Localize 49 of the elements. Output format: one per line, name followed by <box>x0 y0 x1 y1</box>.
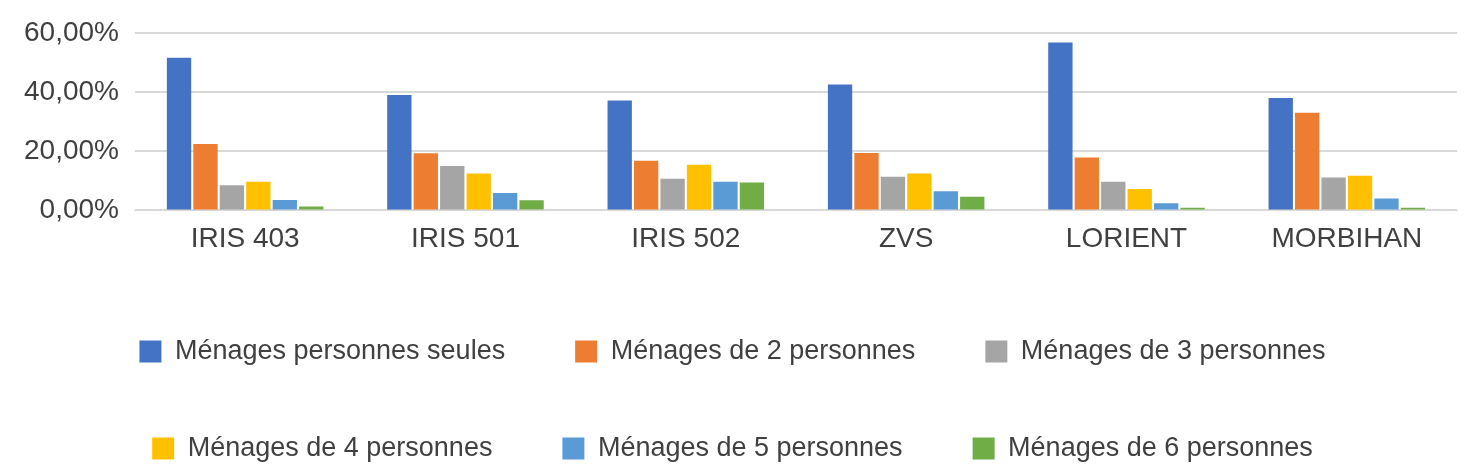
bar <box>246 181 271 210</box>
bar <box>907 173 932 210</box>
legend-label: Ménages personnes seules <box>174 334 506 365</box>
bar <box>272 200 297 210</box>
x-tick-label: IRIS 501 <box>411 221 520 253</box>
bar <box>1074 157 1099 210</box>
bar <box>739 182 765 210</box>
x-tick-label: MORBIHAN <box>1271 221 1423 253</box>
bar <box>1295 112 1320 210</box>
legend-label: Ménages de 5 personnes <box>597 431 903 462</box>
bar <box>1101 181 1126 210</box>
legend-label: Ménages de 4 personnes <box>187 431 493 462</box>
bar <box>854 152 879 210</box>
bar <box>960 196 985 210</box>
bar <box>1048 42 1073 210</box>
bar <box>219 185 245 210</box>
x-tick-label: IRIS 502 <box>631 221 741 253</box>
bar <box>519 200 544 210</box>
bar <box>413 153 438 210</box>
y-tick-label: 60,00% <box>24 15 119 47</box>
bar <box>933 191 958 210</box>
bar <box>880 176 906 210</box>
y-tick-label: 0,00% <box>39 193 119 225</box>
x-tick-label: ZVS <box>878 221 934 253</box>
bar <box>1127 189 1152 210</box>
x-tick-label: LORIENT <box>1065 221 1188 253</box>
bar <box>193 144 218 210</box>
bar <box>1374 198 1399 210</box>
bar <box>1268 97 1293 210</box>
bar <box>713 181 738 210</box>
bar <box>1321 177 1346 210</box>
bar <box>633 160 659 210</box>
bar <box>1347 175 1373 210</box>
bar <box>387 94 412 210</box>
legend-label: Ménages de 6 personnes <box>1008 431 1313 462</box>
y-tick-label: 20,00% <box>24 133 119 165</box>
bar <box>827 84 853 210</box>
bar <box>492 192 518 210</box>
legend-label: Ménages de 2 personnes <box>610 334 916 365</box>
bar <box>466 173 491 210</box>
bar <box>660 178 685 210</box>
bar <box>686 164 712 210</box>
bar <box>166 57 192 210</box>
x-tick-label: IRIS 403 <box>190 221 300 253</box>
y-tick-label: 40,00% <box>24 74 119 106</box>
bar <box>607 100 632 210</box>
bar <box>440 166 465 210</box>
bar <box>1153 203 1179 210</box>
legend-label: Ménages de 3 personnes <box>1020 334 1326 365</box>
